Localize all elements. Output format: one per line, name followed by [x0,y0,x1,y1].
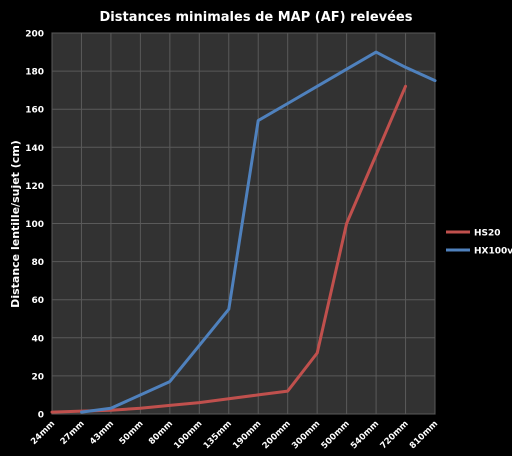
y-axis-label: Distance lentille/sujet (cm) [9,140,22,308]
y-tick-label: 140 [25,144,44,154]
y-tick-label: 120 [25,182,44,192]
y-tick-label: 200 [25,30,44,40]
y-tick-label: 20 [31,372,44,382]
series-line-hs20 [50,84,407,414]
legend-label: HS20 [474,229,501,239]
y-tick-label: 80 [31,258,44,268]
y-tick-label: 160 [25,106,44,116]
legend: HS20 HX100v [446,229,512,257]
series-lines [50,50,437,414]
y-tick-label: 100 [25,220,44,230]
chart-title: Distances minimales de MAP (AF) relevées [100,10,413,25]
y-tick-label: 60 [31,296,44,306]
series-line-hx100v [80,50,437,414]
y-tick-label: 40 [31,334,44,344]
legend-label: HX100v [474,247,512,257]
y-tick-label: 0 [38,411,44,421]
y-axis-ticks: 0 20 40 60 80 100 120 140 160 180 200 [25,30,44,421]
y-tick-label: 180 [25,68,44,78]
